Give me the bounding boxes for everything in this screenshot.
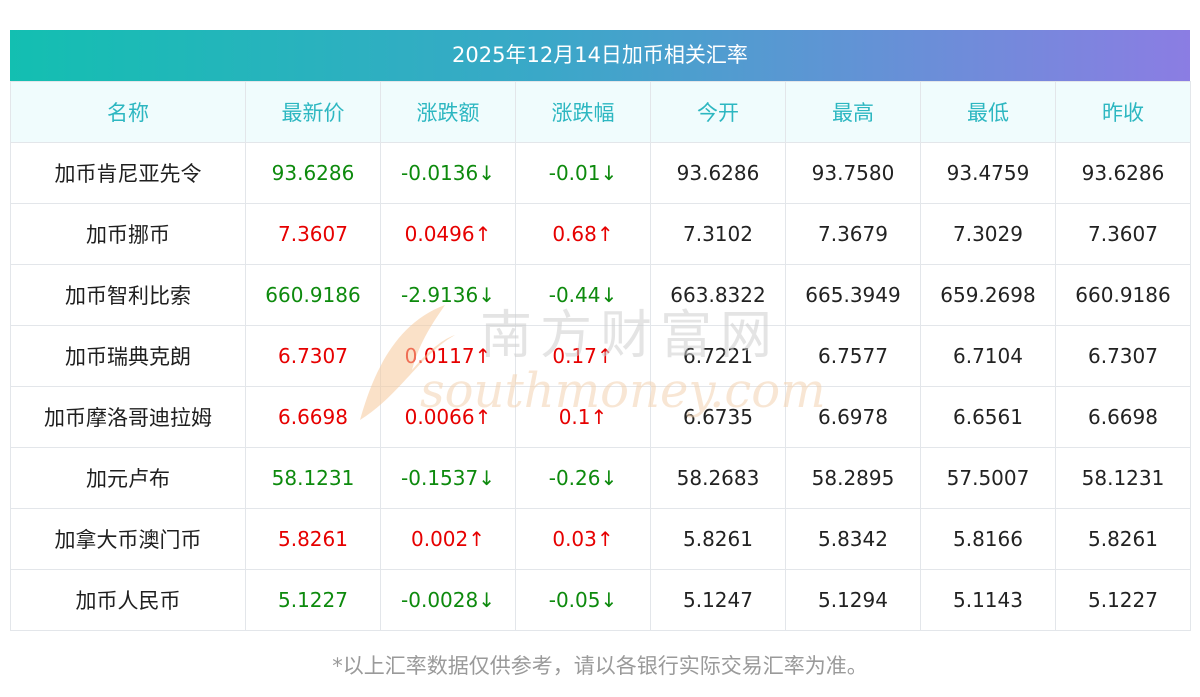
cell-high: 6.6978 [785, 386, 921, 448]
header-high: 最高 [785, 81, 921, 143]
header-change-pct: 涨跌幅 [515, 81, 651, 143]
cell-latest: 58.1231 [245, 447, 381, 509]
footnote: *以上汇率数据仅供参考，请以各银行实际交易汇率为准。 [332, 654, 868, 678]
cell-high: 93.7580 [785, 142, 921, 204]
cell-name: 加币挪币 [10, 203, 246, 265]
cell-name: 加拿大币澳门币 [10, 508, 246, 570]
cell-name: 加币智利比索 [10, 264, 246, 326]
header-prev-close: 昨收 [1055, 81, 1191, 143]
table-row: 加元卢布 58.1231 -0.1537↓ -0.26↓ 58.2683 58.2895 5… [10, 447, 1191, 509]
table-row: 加币人民币 5.1227 -0.0028↓ -0.05↓ 5.1247 5.1294 5.1… [10, 569, 1191, 631]
cell-change-pct: -0.01↓ [515, 142, 651, 204]
cell-change: 0.0496↑ [380, 203, 516, 265]
header-open: 今开 [650, 81, 786, 143]
header-low: 最低 [920, 81, 1056, 143]
cell-low: 93.4759 [920, 142, 1056, 204]
table-row: 加拿大币澳门币 5.8261 0.002↑ 0.03↑ 5.8261 5.8342 5.81… [10, 508, 1191, 570]
cell-high: 6.7577 [785, 325, 921, 387]
cell-prev-close: 5.8261 [1055, 508, 1191, 570]
cell-change-pct: -0.44↓ [515, 264, 651, 326]
cell-latest: 5.8261 [245, 508, 381, 570]
cell-change-pct: 0.1↑ [515, 386, 651, 448]
cell-change: 0.0066↑ [380, 386, 516, 448]
cell-prev-close: 6.6698 [1055, 386, 1191, 448]
table-row: 加币瑞典克朗 6.7307 0.0117↑ 0.17↑ 6.7221 6.7577 6.71… [10, 325, 1191, 387]
cell-prev-close: 660.9186 [1055, 264, 1191, 326]
cell-change: 0.0117↑ [380, 325, 516, 387]
table-title: 2025年12月14日加币相关汇率 [10, 30, 1190, 81]
cell-open: 5.8261 [650, 508, 786, 570]
cell-latest: 5.1227 [245, 569, 381, 631]
cell-low: 5.8166 [920, 508, 1056, 570]
cell-high: 5.1294 [785, 569, 921, 631]
cell-name: 加币人民币 [10, 569, 246, 631]
cell-low: 6.7104 [920, 325, 1056, 387]
cell-change-pct: 0.17↑ [515, 325, 651, 387]
cell-change: -0.1537↓ [380, 447, 516, 509]
cell-change: -2.9136↓ [380, 264, 516, 326]
cell-name: 加币肯尼亚先令 [10, 142, 246, 204]
header-latest: 最新价 [245, 81, 381, 143]
cell-low: 57.5007 [920, 447, 1056, 509]
cell-open: 5.1247 [650, 569, 786, 631]
cell-low: 7.3029 [920, 203, 1056, 265]
cell-latest: 6.6698 [245, 386, 381, 448]
header-name: 名称 [10, 81, 246, 143]
rate-table-container: 2025年12月14日加币相关汇率 名称 最新价 涨跌额 涨跌幅 今开 最高 最… [10, 30, 1191, 631]
cell-high: 7.3679 [785, 203, 921, 265]
cell-change-pct: -0.26↓ [515, 447, 651, 509]
cell-open: 663.8322 [650, 264, 786, 326]
cell-latest: 660.9186 [245, 264, 381, 326]
cell-open: 6.7221 [650, 325, 786, 387]
cell-change-pct: 0.68↑ [515, 203, 651, 265]
cell-prev-close: 6.7307 [1055, 325, 1191, 387]
cell-latest: 93.6286 [245, 142, 381, 204]
cell-high: 58.2895 [785, 447, 921, 509]
cell-low: 6.6561 [920, 386, 1056, 448]
table-row: 加币智利比索 660.9186 -2.9136↓ -0.44↓ 663.8322 665.… [10, 264, 1191, 326]
table-header-row: 名称 最新价 涨跌额 涨跌幅 今开 最高 最低 昨收 [10, 81, 1191, 143]
table-row: 加币摩洛哥迪拉姆 6.6698 0.0066↑ 0.1↑ 6.6735 6.6978 6.6… [10, 386, 1191, 448]
cell-change: 0.002↑ [380, 508, 516, 570]
cell-name: 加币摩洛哥迪拉姆 [10, 386, 246, 448]
cell-latest: 7.3607 [245, 203, 381, 265]
cell-low: 659.2698 [920, 264, 1056, 326]
cell-name: 加币瑞典克朗 [10, 325, 246, 387]
cell-open: 7.3102 [650, 203, 786, 265]
cell-latest: 6.7307 [245, 325, 381, 387]
cell-change: -0.0028↓ [380, 569, 516, 631]
cell-prev-close: 5.1227 [1055, 569, 1191, 631]
cell-prev-close: 58.1231 [1055, 447, 1191, 509]
cell-open: 93.6286 [650, 142, 786, 204]
cell-name: 加元卢布 [10, 447, 246, 509]
cell-change: -0.0136↓ [380, 142, 516, 204]
cell-low: 5.1143 [920, 569, 1056, 631]
cell-high: 5.8342 [785, 508, 921, 570]
table-row: 加币挪币 7.3607 0.0496↑ 0.68↑ 7.3102 7.3679 7.3029… [10, 203, 1191, 265]
cell-change-pct: -0.05↓ [515, 569, 651, 631]
cell-open: 6.6735 [650, 386, 786, 448]
rate-table: 名称 最新价 涨跌额 涨跌幅 今开 最高 最低 昨收 加币肯尼亚先令 93.628… [10, 81, 1191, 631]
cell-prev-close: 93.6286 [1055, 142, 1191, 204]
cell-change-pct: 0.03↑ [515, 508, 651, 570]
cell-prev-close: 7.3607 [1055, 203, 1191, 265]
cell-open: 58.2683 [650, 447, 786, 509]
table-row: 加币肯尼亚先令 93.6286 -0.0136↓ -0.01↓ 93.6286 93.75… [10, 142, 1191, 204]
cell-high: 665.3949 [785, 264, 921, 326]
header-change: 涨跌额 [380, 81, 516, 143]
